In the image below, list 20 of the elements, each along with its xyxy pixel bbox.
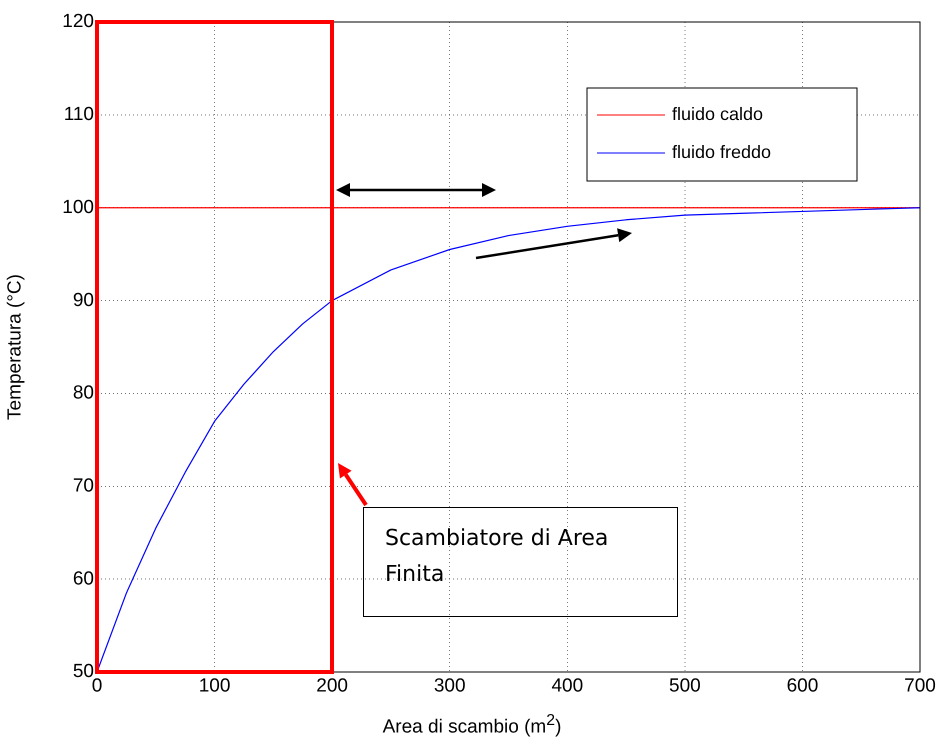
y-tick-label: 110 (64, 104, 94, 126)
y-tick-label: 90 (72, 290, 94, 311)
y-tick-label: 70 (72, 476, 94, 497)
y-tick-label: 120 (62, 11, 94, 32)
legend-label: fluido caldo (672, 104, 764, 124)
x-axis-title: Area di scambio (m$^{2}$) (382, 712, 562, 738)
y-tick-label: 80 (72, 382, 94, 404)
x-tick-label: 200 (316, 676, 348, 697)
x-tick-label: 100 (198, 676, 230, 697)
x-tick-label: 600 (786, 676, 818, 697)
y-tick-label: 50 (72, 661, 94, 682)
x-tick-label: 300 (434, 676, 466, 697)
legend-label: fluido freddo (672, 142, 772, 162)
y-tick-label: 60 (72, 568, 94, 590)
x-tick-label: 0 (92, 676, 102, 697)
y-tick-label: 100 (62, 196, 94, 218)
y-axis-title: Temperatura (°C) (4, 274, 26, 420)
x-tick-label: 400 (551, 676, 584, 697)
x-tick-label: 700 (904, 676, 936, 697)
x-tick-label: 500 (669, 676, 701, 697)
